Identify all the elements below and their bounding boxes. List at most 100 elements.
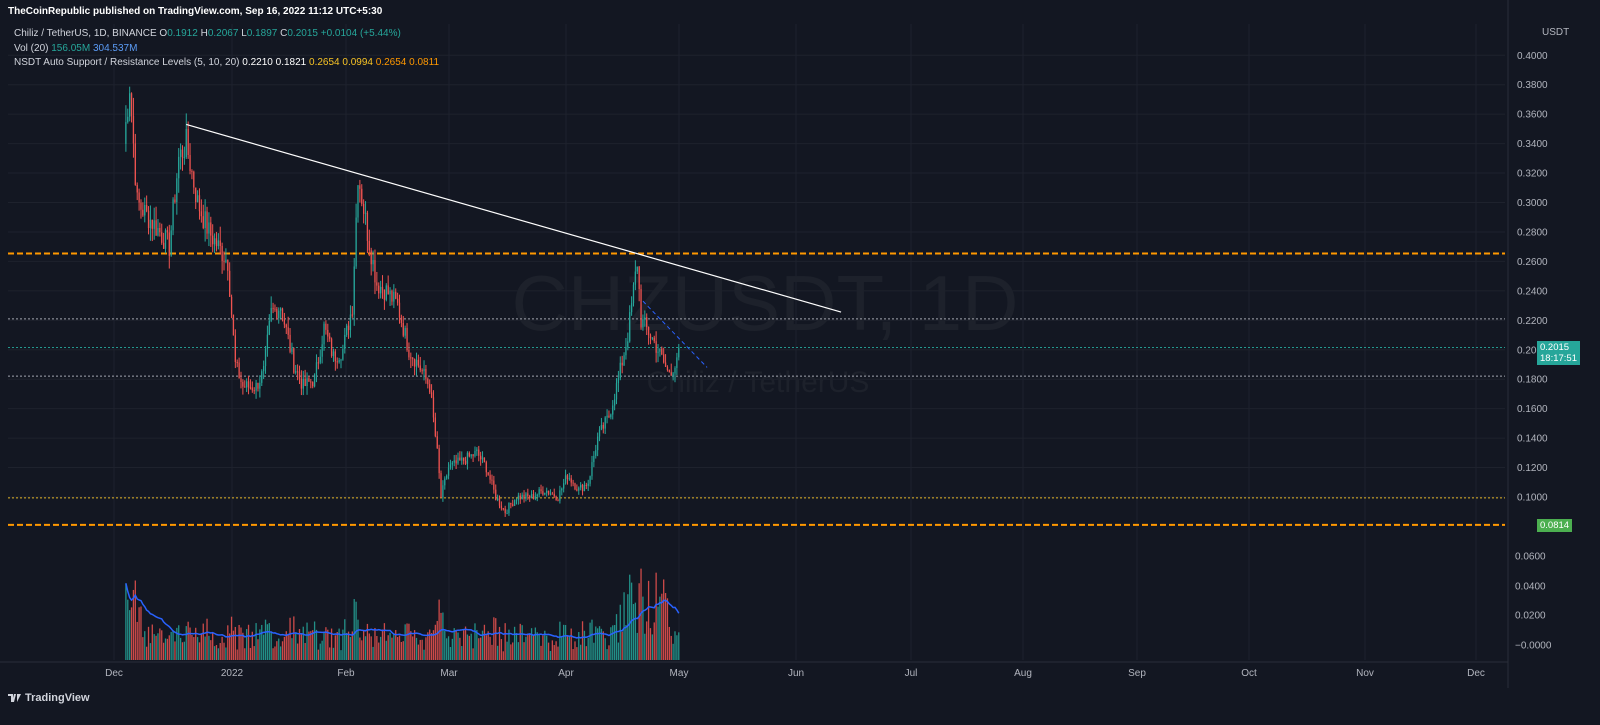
volume-bar [438, 599, 440, 660]
candle-body [379, 286, 382, 294]
volume-bar [151, 624, 153, 660]
x-tick-label: Nov [1356, 668, 1374, 679]
watermark-name: Chiliz / TetherUS [647, 366, 870, 399]
volume-bar [208, 635, 210, 660]
volume-bar [383, 623, 386, 660]
candle-body [206, 211, 208, 234]
candle-body [527, 493, 529, 497]
candle-body [340, 359, 342, 361]
candle-body [178, 156, 180, 179]
volume-bar [219, 642, 221, 660]
candle-body [612, 405, 614, 415]
volume-bar [155, 635, 157, 660]
candle-body [300, 378, 303, 389]
volume-bar [153, 634, 155, 660]
candle-body [457, 457, 459, 464]
candle-body [608, 415, 610, 418]
candle-body [572, 482, 574, 484]
candle-body [308, 378, 310, 382]
volume-bar [578, 632, 580, 660]
candle-body [521, 494, 523, 500]
candle-body [553, 493, 555, 497]
candle-body [144, 205, 146, 216]
volume-bar [617, 642, 620, 660]
price-chart[interactable]: 0.4000 0.3800 0.3600 0.3400 0.3200 0.3000 0.28… [0, 0, 1600, 690]
volume-bar [147, 626, 150, 660]
volume-bar [291, 638, 293, 660]
volume-bar [166, 638, 169, 660]
legend-vol-label[interactable]: Vol (20) [14, 42, 49, 54]
axis-unit-label: USDT [1542, 27, 1570, 38]
candle-body [261, 371, 263, 383]
legend-low: 0.1897 [246, 28, 278, 39]
volume-bar [610, 627, 612, 660]
volume-bar [215, 645, 218, 660]
candle-body [561, 488, 563, 491]
volume-bar [549, 650, 552, 660]
candle-body [646, 317, 648, 328]
candle-body [230, 296, 233, 315]
volume-tick-label: 0.0600 [1515, 552, 1546, 563]
volume-bar [315, 629, 318, 660]
candle-body [559, 490, 561, 501]
legend-symbol[interactable]: Chiliz / TetherUS, 1D, BINANCE [14, 28, 157, 39]
volume-bar [306, 622, 308, 660]
candle-body [246, 381, 248, 388]
candle-body [470, 454, 472, 457]
volume-bar [434, 624, 437, 660]
candle-body [138, 192, 140, 203]
volume-bar [542, 635, 544, 660]
candle-body [179, 149, 182, 157]
candle-body [404, 327, 406, 336]
candle-body [270, 308, 272, 321]
candle-body [210, 222, 212, 236]
candle-body [510, 503, 512, 505]
candle-body [276, 308, 278, 319]
volume-bar [223, 642, 225, 660]
candle-body [444, 478, 446, 486]
candle-body [596, 436, 599, 451]
volume-bar [132, 589, 135, 660]
chart-legend: Chiliz / TetherUS, 1D, BINANCE O0.1912 H… [14, 27, 439, 71]
y-tick-label: 0.3600 [1517, 110, 1548, 121]
candle-body [668, 370, 670, 373]
candle-body [489, 474, 491, 480]
candle-body [193, 171, 195, 188]
candle-body [430, 392, 433, 398]
volume-bar [212, 633, 214, 660]
candle-body [344, 334, 346, 350]
candle-body [421, 370, 423, 372]
volume-bar [370, 636, 372, 660]
candle-body [466, 452, 469, 464]
candle-body [149, 219, 152, 229]
candle-body [468, 452, 470, 457]
volume-bar [476, 630, 478, 660]
volume-bar [642, 596, 644, 660]
candle-body [670, 372, 672, 376]
candle-body [227, 259, 229, 271]
volume-bar [612, 625, 614, 660]
tradingview-logo[interactable]: TradingView [8, 692, 90, 704]
volume-bar [172, 630, 174, 660]
candle-body [132, 115, 135, 144]
candle-body [125, 122, 127, 144]
volume-bar [555, 641, 557, 660]
x-tick-label: Apr [558, 668, 574, 679]
candle-body [153, 220, 155, 229]
volume-bar [663, 579, 665, 660]
candle-body [229, 270, 231, 297]
legend-vol-value: 156.05M [51, 42, 91, 54]
candle-body [378, 285, 380, 294]
volume-bar [487, 631, 489, 660]
candle-body [412, 358, 414, 360]
candle-body [236, 362, 238, 364]
volume-bar [372, 646, 374, 660]
candle-body [395, 291, 397, 299]
y-tick-label: 0.4000 [1517, 51, 1548, 62]
volume-bar [664, 593, 667, 660]
legend-indicator-name[interactable]: NSDT Auto Support / Resistance Levels (5… [14, 57, 240, 68]
candle-body [478, 449, 480, 456]
volume-bar [234, 626, 236, 660]
candle-body [442, 485, 444, 498]
x-tick-label: Mar [440, 668, 458, 679]
